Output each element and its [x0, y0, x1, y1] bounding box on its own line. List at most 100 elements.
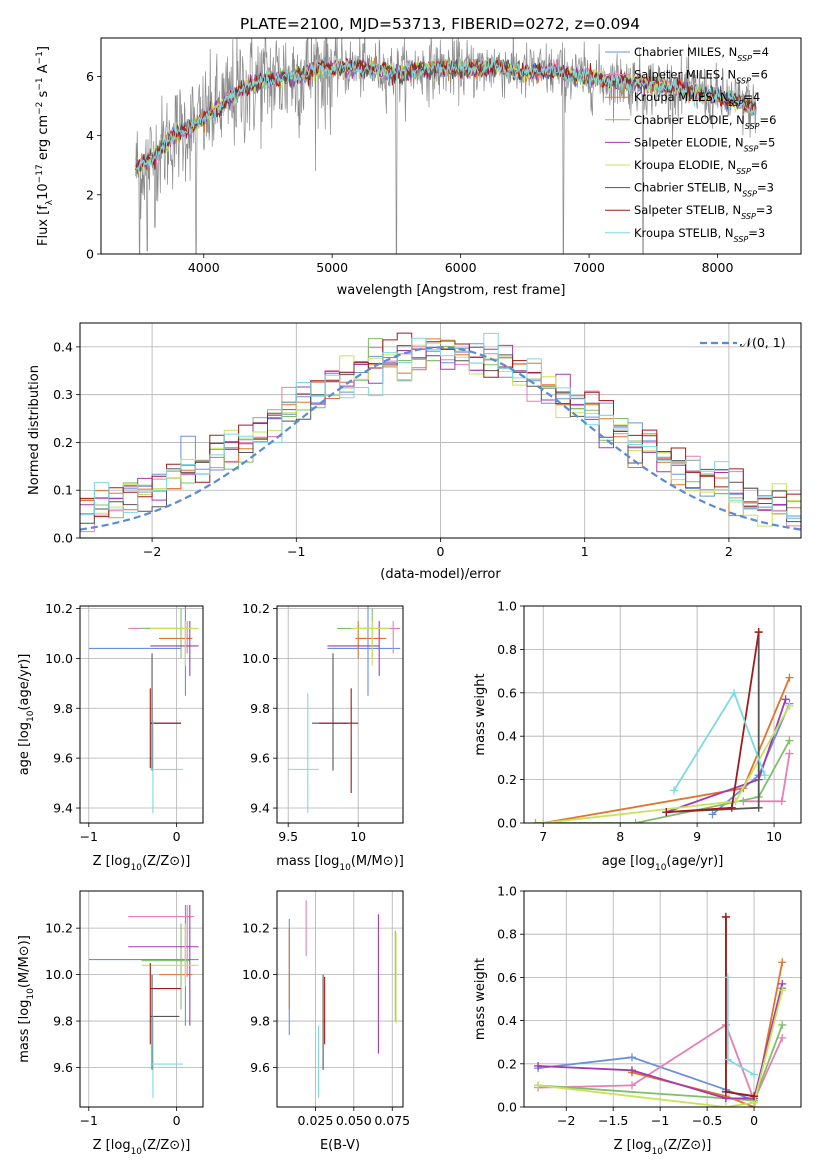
mass-weight-marker: [754, 628, 763, 637]
y-tick-label: 10.0: [242, 651, 270, 666]
x-tick-label: 7000: [573, 260, 605, 275]
weight_vs_age-y-label: mass weight: [473, 673, 488, 755]
mass-weight-marker: [723, 1055, 732, 1064]
mass-vs-extinction-x-label: E(B-V): [320, 1138, 360, 1153]
y-tick-label: 0.4: [497, 729, 517, 744]
x-tick-label: −2: [557, 1113, 575, 1128]
mass-weight-marker: [785, 701, 794, 710]
weight_vs_age-x-label: age [log10(age/yr)]: [602, 854, 724, 873]
mass-weight-marker: [627, 1053, 636, 1062]
y-tick-label: 0.8: [497, 927, 517, 942]
mass-weight-marker: [627, 1066, 636, 1075]
mass-weight-line: [537, 990, 784, 1107]
x-tick-label: 9.5: [278, 829, 298, 844]
x-tick-label: 0.050: [336, 1113, 372, 1128]
mass-weight-marker: [534, 1081, 543, 1090]
mass-vs-extinction-plot: 0.025 0.050 0.075 9.6 9.8 10.0 10.2 E(B-V): [242, 890, 410, 1153]
residuals-x-label: (data-model)/error: [380, 567, 501, 582]
mass-weight-marker: [778, 1033, 787, 1042]
y-tick-label: 9.6: [250, 751, 270, 766]
residuals-y-label: Normed distribution: [27, 365, 42, 495]
x-tick-label: 0: [173, 829, 181, 844]
mass-weight-marker: [721, 1087, 730, 1096]
mass-weight-marker: [750, 1070, 759, 1079]
residuals-frame: [79, 322, 802, 539]
mass-weight-marker: [760, 771, 769, 780]
y-tick-label: 0.4: [497, 1013, 517, 1028]
mass_vs_EBV-grid: [277, 891, 403, 1107]
x-tick-label: −1: [80, 1113, 98, 1128]
legend-entry: Salpeter STELIB, NSSP=3: [634, 203, 773, 221]
residuals-plot: −2 −1 0 1 2 0.0 0.1 0.2 0.3 0.4 𝒩(0, 1) (data-model…: [27, 322, 802, 582]
y-tick-label: 9.6: [250, 1060, 270, 1075]
weight_vs_Z-frame: [523, 890, 802, 1108]
y-tick-label: 0.2: [497, 1056, 517, 1071]
y-tick-label: 0.6: [497, 970, 517, 985]
weight_vs_Z-x-label: Z [log10(Z/Z⊙)]: [614, 1138, 712, 1157]
y-tick-label: 0.0: [497, 1100, 517, 1115]
spectrum-legend: Chabrier MILES, NSSP=4 Salpeter MILES, NS…: [605, 45, 776, 243]
spectrum-y-label-part: s: [36, 90, 51, 101]
normal-reference-curve: [80, 346, 801, 531]
spectrum-title: PLATE=2100, MJD=53713, FIBERID=0272, z=0…: [240, 15, 640, 33]
mass_vs_Z-y-label: mass [log10(M/M⊙)]: [17, 935, 36, 1063]
spectrum-x-label: wavelength [Angstrom, rest frame]: [337, 283, 566, 298]
y-tick-label: 0.4: [53, 339, 73, 354]
mass-weight-marker: [631, 819, 640, 823]
mass-weight-line: [538, 1024, 784, 1102]
legend-entry: 𝒩(0, 1): [740, 335, 786, 350]
y-tick-label: 9.8: [53, 701, 73, 716]
mass_vs_Z-frame: [79, 890, 204, 1108]
legend-entry: Kroupa STELIB, NSSP=3: [634, 226, 765, 244]
x-tick-label: 8000: [702, 260, 734, 275]
mass-weight-line: [673, 690, 766, 791]
spectrum-y-label-part: A: [36, 64, 51, 77]
mass-weight-marker: [730, 688, 739, 697]
mass_vs_Z-x-label: Z [log10(Z/Z⊙)]: [93, 1138, 191, 1157]
mass-weight-marker: [785, 736, 794, 745]
age_vs_mass-marks: [288, 606, 401, 814]
mass-weight-marker: [778, 1020, 787, 1029]
y-tick-label: 0.0: [497, 816, 517, 831]
y-tick-label: 0.3: [53, 387, 73, 402]
spectrum-y-label-part: −17: [35, 164, 45, 183]
mass-weight-marker: [721, 1103, 730, 1107]
y-tick-label: 1.0: [497, 599, 517, 614]
mass-weight-marker: [754, 803, 763, 812]
mass_vs_Z-grid: [80, 891, 203, 1107]
y-tick-label: 0.2: [497, 772, 517, 787]
y-tick-label: 2: [86, 187, 94, 202]
x-tick-label: 0: [437, 544, 445, 559]
y-tick-label: 0.1: [53, 483, 73, 498]
y-tick-label: 6: [86, 69, 94, 84]
y-tick-label: 10.2: [242, 601, 270, 616]
spectrum-plot: 4000 5000 6000 7000 8000 0 2 4 6 wavelength [Angs…: [35, 37, 802, 298]
spectrum-frame: [100, 37, 802, 255]
mass-weight-line: [743, 753, 791, 803]
spectrum-y-label-part: −2: [35, 102, 45, 115]
y-tick-label: 9.8: [250, 1014, 270, 1029]
mass-weight-marker: [785, 673, 794, 682]
mass-weight-marker: [627, 1081, 636, 1090]
y-tick-label: 0.6: [497, 685, 517, 700]
age_vs_Z-x-label: Z [log10(Z/Z⊙)]: [93, 854, 191, 873]
spectrum-y-label-part: erg cm: [36, 115, 51, 164]
weight_vs_age-marks: [531, 628, 794, 823]
legend-entry: Chabrier STELIB, NSSP=3: [634, 181, 774, 199]
mass-weight-marker: [531, 819, 540, 823]
mass-weight-marker: [778, 958, 787, 967]
age-vs-mass-plot: 9.5 10 9.4 9.6 9.8 10.0 10.2 mass [log10(M/M⊙)]: [242, 601, 404, 873]
mass-weight-marker: [750, 1092, 759, 1101]
x-tick-label: 2: [725, 544, 733, 559]
x-tick-label: 0.075: [374, 1113, 410, 1128]
x-tick-label: −1: [651, 1113, 669, 1128]
mass-weight-marker: [708, 810, 717, 819]
x-tick-label: 7: [539, 829, 547, 844]
y-tick-label: 10.0: [45, 967, 73, 982]
x-tick-label: 10: [350, 829, 366, 844]
age_vs_mass-x-label: mass [log10(M/M⊙)]: [276, 854, 404, 873]
x-tick-label: −1.5: [598, 1113, 628, 1128]
mass-weight-marker: [662, 808, 671, 817]
mass-weight-marker: [721, 912, 730, 921]
